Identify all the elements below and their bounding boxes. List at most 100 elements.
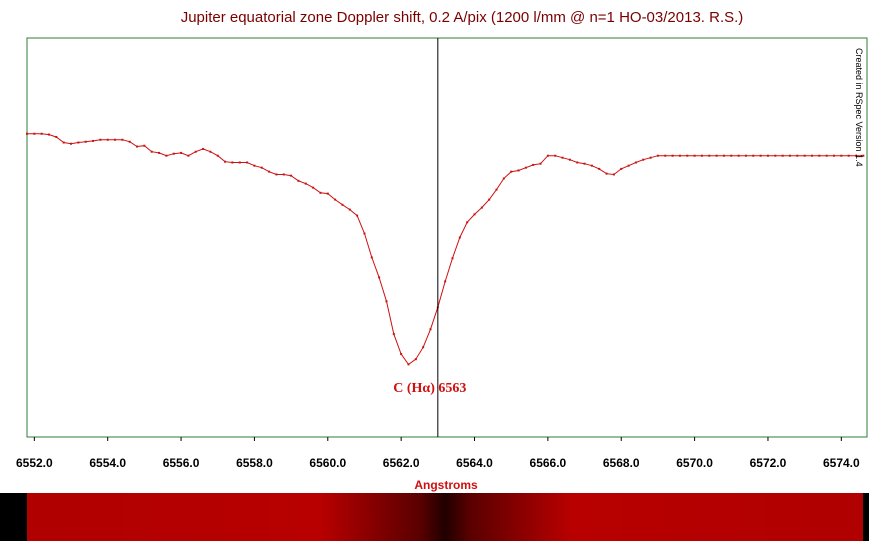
data-point (414, 358, 417, 361)
data-point (466, 221, 469, 224)
data-point (744, 154, 747, 157)
x-tick-label: 6552.0 (16, 456, 53, 470)
data-point (825, 154, 828, 157)
data-point (180, 151, 183, 154)
chart-title: Jupiter equatorial zone Doppler shift, 0… (181, 9, 744, 26)
data-point (275, 173, 278, 176)
data-point (407, 363, 410, 366)
x-tick-label: 6562.0 (383, 456, 420, 470)
data-point (554, 154, 557, 157)
data-point (62, 141, 65, 144)
series-layer (26, 132, 865, 366)
x-tick-label: 6564.0 (456, 456, 493, 470)
data-point (671, 154, 674, 157)
data-point (92, 139, 95, 142)
x-tick-label: 6574.0 (823, 456, 860, 470)
data-point (282, 173, 285, 176)
data-point (114, 138, 117, 141)
data-point (480, 206, 483, 209)
data-point (238, 161, 241, 164)
spectrum-strip-left-edge (0, 493, 27, 541)
x-tick-label: 6568.0 (603, 456, 640, 470)
data-point (392, 333, 395, 336)
data-point (297, 179, 300, 182)
data-point (400, 353, 403, 356)
data-point (803, 154, 806, 157)
data-point (334, 198, 337, 201)
x-axis: 6552.0 6554.0 6556.0 6558.0 6560.0 6562.0 6564… (16, 437, 860, 470)
data-point (656, 154, 659, 157)
data-point (158, 151, 161, 154)
data-point (788, 154, 791, 157)
data-point (33, 132, 36, 135)
data-point (524, 166, 527, 169)
data-point (576, 161, 579, 164)
x-tick-label: 6556.0 (163, 456, 200, 470)
data-point (832, 154, 835, 157)
data-point (598, 167, 601, 170)
data-point (48, 133, 51, 136)
data-point (568, 158, 571, 161)
data-point (502, 177, 505, 180)
data-point (216, 154, 219, 157)
data-point (664, 154, 667, 157)
data-point (84, 140, 87, 143)
data-point (143, 144, 146, 147)
x-tick-label: 6570.0 (676, 456, 713, 470)
data-point (759, 154, 762, 157)
data-point (209, 150, 212, 153)
x-tick-label: 6554.0 (89, 456, 126, 470)
data-point (854, 154, 857, 157)
data-point (106, 138, 109, 141)
data-point (26, 132, 28, 135)
data-point (187, 154, 190, 157)
data-point (634, 161, 637, 164)
data-point (473, 213, 476, 216)
data-point (510, 170, 513, 173)
h-alpha-annotation: C (Hα) 6563 (393, 381, 466, 396)
data-point (304, 182, 307, 185)
data-point (224, 160, 227, 163)
x-axis-label: Angstroms (414, 478, 478, 492)
data-point (495, 188, 498, 191)
data-point (752, 154, 755, 157)
data-point (444, 280, 447, 283)
data-point (363, 232, 366, 235)
data-point (766, 154, 769, 157)
data-point (730, 154, 733, 157)
data-point (356, 214, 359, 217)
data-point (194, 150, 197, 153)
x-tick-label: 6572.0 (750, 456, 787, 470)
data-point (847, 154, 850, 157)
data-point (590, 164, 593, 167)
data-point (686, 154, 689, 157)
x-tick-label: 6558.0 (236, 456, 273, 470)
data-point (246, 161, 249, 164)
data-point (40, 132, 43, 135)
data-point (77, 141, 80, 144)
data-point (253, 164, 256, 167)
data-point (150, 150, 153, 153)
data-point (429, 328, 432, 331)
data-point (708, 154, 711, 157)
data-point (422, 346, 425, 349)
data-point (715, 154, 718, 157)
data-point (165, 154, 168, 157)
data-point (561, 156, 564, 159)
data-point (341, 203, 344, 206)
data-point (268, 170, 271, 173)
data-point (260, 166, 263, 169)
data-point (678, 154, 681, 157)
data-point (737, 154, 740, 157)
software-credit: Created in RSpec Version 1.4 (854, 48, 864, 167)
data-point (348, 208, 351, 211)
data-point (642, 158, 645, 161)
data-point (55, 135, 58, 138)
data-point (620, 167, 623, 170)
data-point (517, 169, 520, 172)
data-point (172, 152, 175, 155)
data-point (539, 162, 542, 165)
data-point (458, 236, 461, 239)
data-point (312, 186, 315, 189)
